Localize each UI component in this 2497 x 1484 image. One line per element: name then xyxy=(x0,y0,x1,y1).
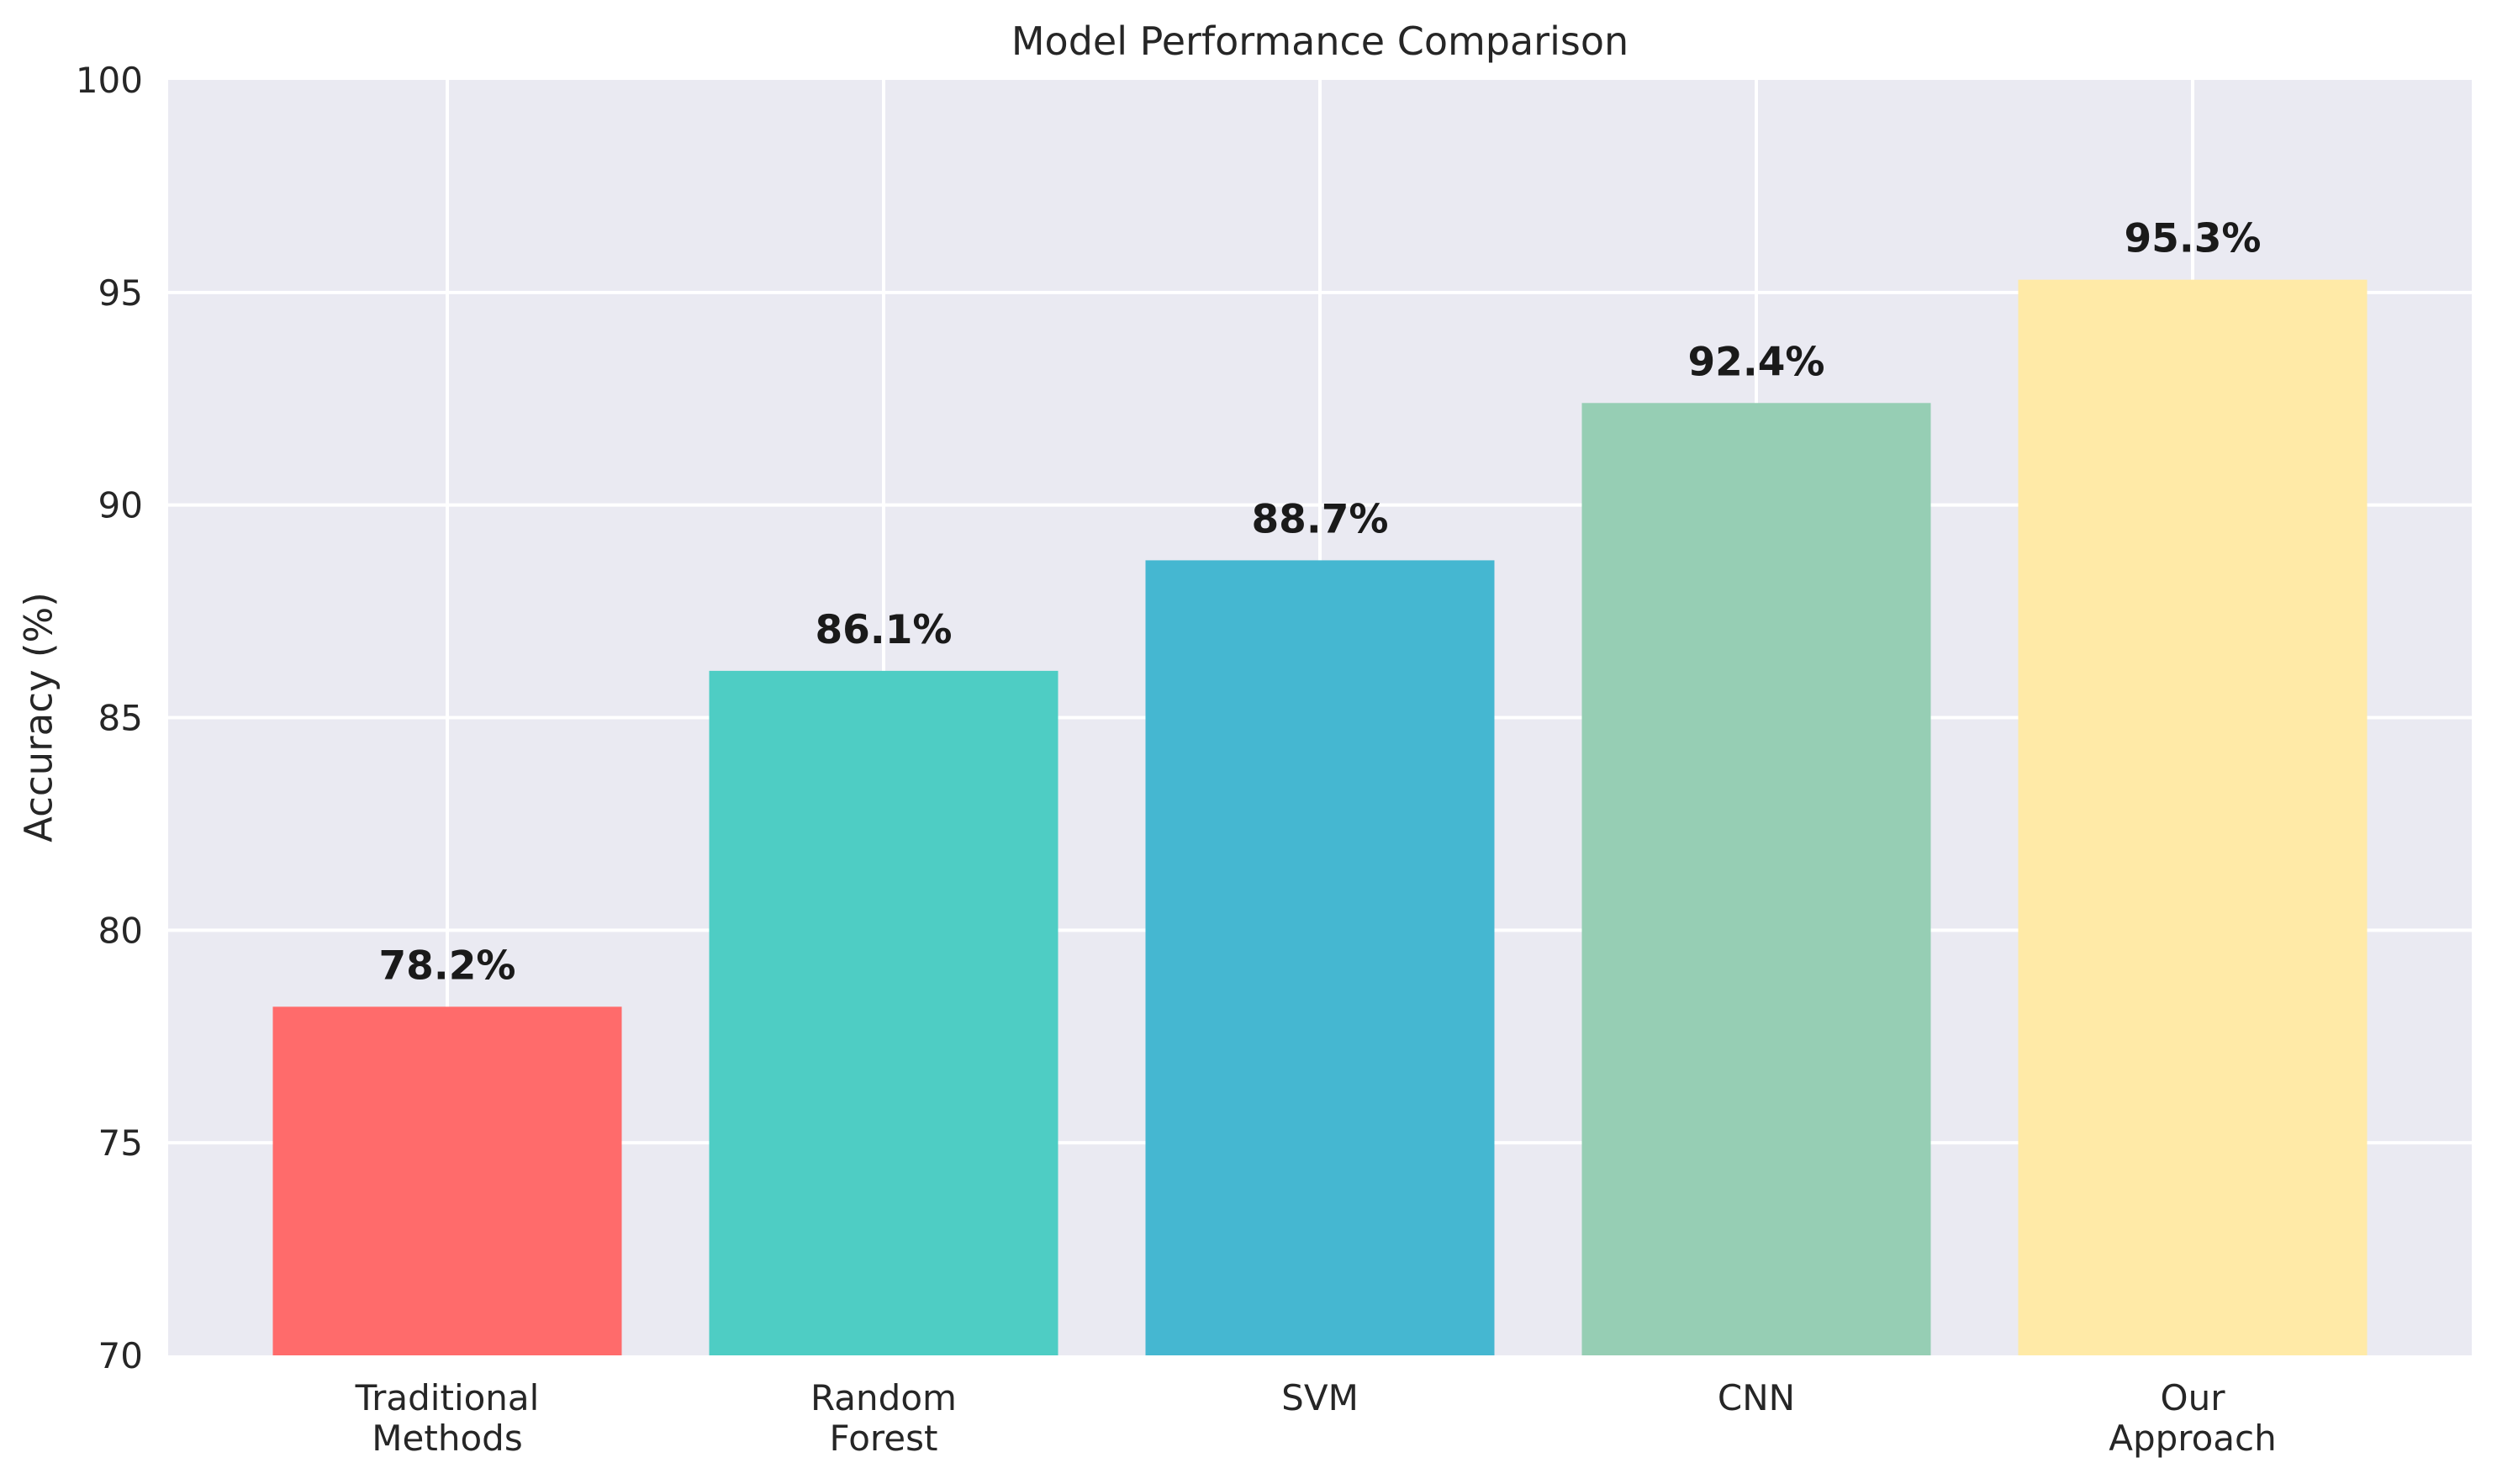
x-tick-label: CNN xyxy=(1718,1377,1795,1418)
y-tick-label: 90 xyxy=(98,485,143,526)
x-tick-label: Forest xyxy=(830,1418,938,1459)
bar-value-label: 88.7% xyxy=(1251,496,1388,542)
x-tick-label: Methods xyxy=(372,1418,522,1459)
bar xyxy=(272,1006,622,1355)
bar-value-label: 95.3% xyxy=(2124,216,2261,262)
x-tick-label: SVM xyxy=(1281,1377,1359,1418)
y-tick-label: 85 xyxy=(98,698,143,739)
bar xyxy=(709,670,1058,1355)
bar-value-label: 92.4% xyxy=(1687,339,1824,385)
x-tick-label: Traditional xyxy=(355,1377,540,1418)
y-tick-label: 80 xyxy=(98,910,143,951)
bar xyxy=(2018,279,2368,1355)
x-tick-label: Our xyxy=(2161,1377,2226,1418)
bar xyxy=(1581,403,1931,1356)
bar-value-label: 86.1% xyxy=(815,607,952,653)
y-tick-label: 75 xyxy=(98,1122,143,1164)
x-tick-label: Approach xyxy=(2109,1418,2277,1459)
y-tick-label: 100 xyxy=(76,60,143,101)
x-tick-label: Random xyxy=(810,1377,957,1418)
y-tick-label: 70 xyxy=(98,1335,143,1376)
y-tick-label: 95 xyxy=(98,272,143,314)
chart-title: Model Performance Comparison xyxy=(1011,18,1629,64)
bar xyxy=(1145,560,1495,1355)
bar-value-label: 78.2% xyxy=(378,943,515,989)
